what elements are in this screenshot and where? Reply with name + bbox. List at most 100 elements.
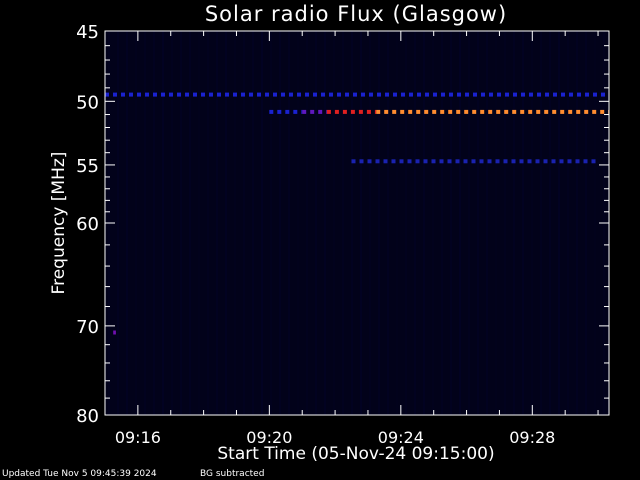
emission-pixel [201,92,205,97]
noise-streak [486,31,488,415]
noise-streak [216,31,218,415]
emission-pixel [472,109,477,114]
noise-streak [234,31,236,415]
emission-pixel [543,159,548,164]
emission-pixel [536,109,541,114]
emission-pixel [285,109,290,114]
emission-pixel [560,109,565,114]
noise-streak [270,31,272,415]
emission-pixel [537,92,541,97]
noise-streak [315,31,317,415]
emission-pixel [425,92,429,97]
emission-pixel [593,92,597,97]
emission-pixel [169,92,173,97]
noise-streak [459,31,461,415]
noise-streak [144,31,146,415]
emission-pixel [177,92,181,97]
noise-streak [531,31,533,415]
emission-pixel [318,109,323,114]
emission-pixel [369,92,373,97]
emission-pixel [583,159,588,164]
emission-pixel [366,109,371,114]
emission-pixel [471,159,476,164]
emission-pixel [464,109,469,114]
noise-streak [306,31,308,415]
noise-streak [594,31,596,415]
emission-pixel [439,159,444,164]
emission-pixel [559,159,564,164]
emission-pixel [561,92,565,97]
noise-streak [126,31,128,415]
noise-streak [297,31,299,415]
emission-pixel [153,92,157,97]
noise-streak [513,31,515,415]
emission-pixel [409,92,413,97]
noise-streak [342,31,344,415]
emission-pixel [544,109,549,114]
x-tick-label: 09:28 [509,428,555,447]
updated-timestamp: Updated Tue Nov 5 09:45:39 2024 [2,469,157,479]
emission-pixel [392,109,397,114]
emission-pixel [161,92,165,97]
emission-pixel [521,92,525,97]
emission-pixel [384,109,389,114]
noise-streak [576,31,578,415]
emission-pixel [193,92,197,97]
emission-pixel [495,159,500,164]
noise-streak [279,31,281,415]
x-tick-label: 09:16 [115,428,161,447]
emission-pixel [342,109,347,114]
noise-streak [522,31,524,415]
emission-pixel [431,159,436,164]
noise-streak [558,31,560,415]
emission-pixel [350,109,355,114]
emission-pixel [577,92,581,97]
noise-streak [549,31,551,415]
y-tick-label: 45 [76,22,99,43]
emission-pixel [433,92,437,97]
noise-streak [252,31,254,415]
emission-pixel [310,109,315,114]
emission-pixel [334,109,339,114]
emission-pixel [301,109,303,114]
noise-streak [153,31,155,415]
noise-streak [288,31,290,415]
emission-pixel [449,92,453,97]
emission-pixel [367,159,372,164]
emission-pixel [383,159,388,164]
noise-streak [387,31,389,415]
emission-pixel [281,92,285,97]
emission-pixel [528,109,533,114]
chart-title: Solar radio Flux (Glasgow) [204,2,508,26]
emission-pixel [592,109,597,114]
emission-pixel [569,92,573,97]
noise-streak [243,31,245,415]
noise-streak [414,31,416,415]
emission-pixel [552,109,557,114]
emission-pixel [321,92,325,97]
emission-pixel [376,109,381,114]
emission-pixel [361,92,365,97]
emission-pixel [511,159,516,164]
emission-pixel [351,159,356,164]
emission-pixel [257,92,261,97]
emission-pixel [496,109,501,114]
emission-pixel [457,92,461,97]
emission-pixel [345,92,349,97]
emission-pixel [512,109,517,114]
emission-pixel [473,92,477,97]
noise-streak [117,31,119,415]
emission-pixel [600,109,605,114]
noise-streak [351,31,353,415]
noise-streak [333,31,335,415]
noise-streak [378,31,380,415]
bg-subtracted-note: BG subtracted [200,469,265,479]
x-tick-label: 09:24 [378,428,424,447]
noise-streak [432,31,434,415]
emission-pixel [553,92,557,97]
emission-pixel [456,109,461,114]
emission-pixel [487,159,492,164]
emission-pixel [448,109,453,114]
emission-pixel [568,109,573,114]
